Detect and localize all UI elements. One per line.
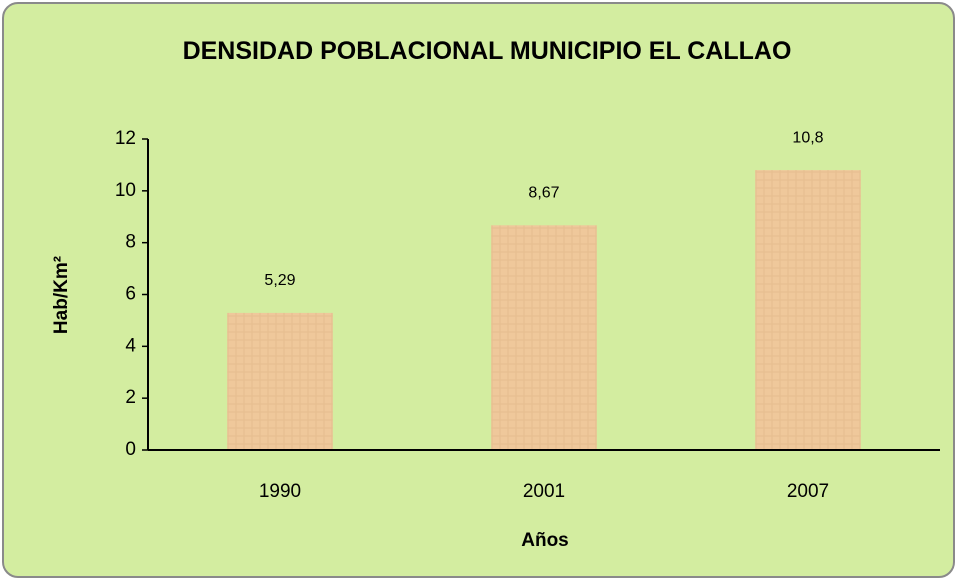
y-tick-label: 6 bbox=[125, 284, 136, 305]
value-label: 8,67 bbox=[528, 185, 559, 202]
y-tick-label: 0 bbox=[125, 439, 136, 460]
y-tick-label: 4 bbox=[125, 335, 136, 356]
value-label: 10,8 bbox=[792, 129, 823, 146]
y-tick-label: 12 bbox=[115, 128, 136, 149]
x-tick-label: 1990 bbox=[259, 481, 301, 502]
y-tick-label: 10 bbox=[115, 180, 136, 201]
bar-texture bbox=[491, 225, 597, 450]
y-tick-label: 8 bbox=[125, 232, 136, 253]
x-axis-label: Años bbox=[521, 530, 569, 551]
bar-texture bbox=[755, 170, 861, 450]
y-tick-label: 2 bbox=[125, 387, 136, 408]
bar-texture bbox=[227, 312, 333, 450]
value-label: 5,29 bbox=[264, 272, 295, 289]
chart-title: DENSIDAD POBLACIONAL MUNICIPIO EL CALLAO bbox=[182, 37, 792, 65]
x-tick-label: 2001 bbox=[523, 481, 565, 502]
x-tick-label: 2007 bbox=[787, 481, 829, 502]
y-axis-label: Hab/Km² bbox=[51, 256, 72, 334]
